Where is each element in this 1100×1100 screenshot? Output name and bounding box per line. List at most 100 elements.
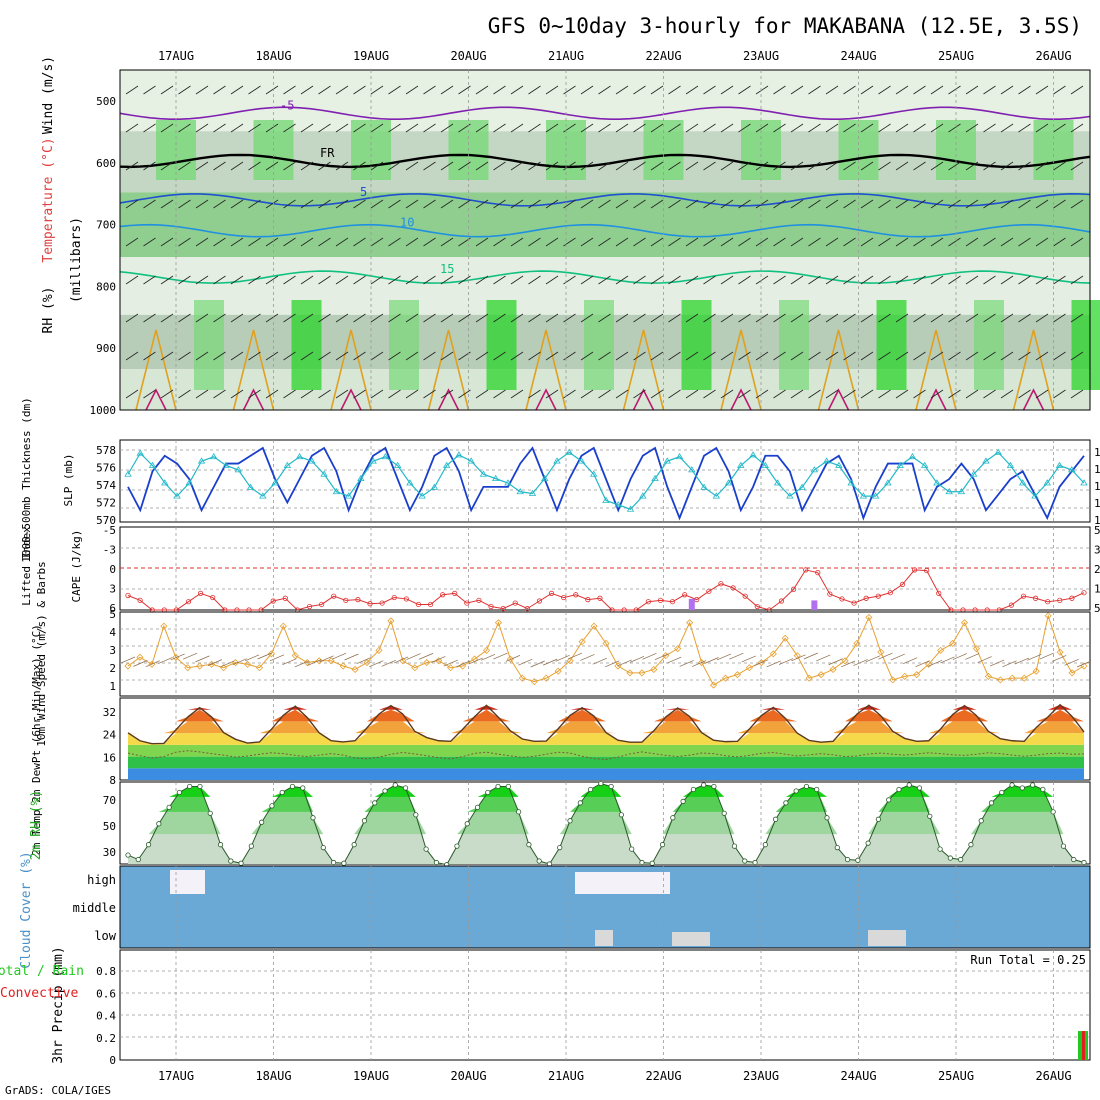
wind-barb <box>283 123 296 133</box>
wind-barb <box>773 123 786 133</box>
lifted-index-point <box>379 600 385 606</box>
wind-barb <box>125 123 139 133</box>
cross-section-frame <box>119 69 1091 411</box>
rh-point <box>156 821 162 827</box>
contour-label: FR <box>320 146 335 160</box>
wind-barb <box>948 85 961 95</box>
dewpoint-series-line <box>127 750 1085 761</box>
wind-barb <box>825 85 839 95</box>
wind-barb <box>318 123 331 133</box>
wind-barb <box>143 199 156 209</box>
wind-barb <box>213 199 226 209</box>
wind-barb <box>913 351 926 361</box>
wind-barb <box>160 275 174 285</box>
wind-barb <box>510 313 524 323</box>
wind-barb <box>860 351 874 361</box>
lifted-index-point <box>887 590 893 596</box>
surface-temp-contour <box>330 329 372 411</box>
surface-wind-barb <box>431 656 446 663</box>
rh-point <box>1071 856 1077 863</box>
wind-barb <box>248 275 261 285</box>
wind-barb <box>965 275 979 285</box>
wind-speed-point <box>650 665 658 674</box>
lifted-index-point <box>270 598 276 604</box>
wind-barb <box>633 85 646 95</box>
wind-barb <box>720 85 734 95</box>
surface-temp-contour <box>427 329 470 411</box>
surface-wind-barb <box>1076 660 1092 668</box>
wind-barb <box>563 351 576 361</box>
wind-barb <box>230 199 244 209</box>
thickness-point <box>369 457 377 464</box>
rh-point <box>608 783 614 790</box>
wind-barb <box>370 275 384 285</box>
rh-point <box>1019 785 1025 791</box>
cape-tick-label: 13 <box>1094 583 1100 596</box>
wind-barb <box>808 313 821 323</box>
top-date-label: 24AUG <box>840 49 876 63</box>
wind-barb <box>545 85 559 95</box>
surface-temp-contour <box>525 329 567 411</box>
wind-barb <box>703 199 716 209</box>
wind-barb <box>1018 275 1031 285</box>
rh-ylabel: 2m RH (%) <box>29 790 44 860</box>
rh-point <box>639 859 645 866</box>
thickness-point <box>185 479 193 486</box>
wind-barb <box>650 237 664 247</box>
wind-barb <box>405 275 419 285</box>
wind-speed-point <box>327 657 335 665</box>
wind-barb <box>580 275 594 285</box>
slp-tick-label: 1010 <box>1094 497 1100 510</box>
wind-barb <box>388 389 401 399</box>
thickness-point <box>651 474 659 482</box>
thickness-point <box>381 452 390 460</box>
thickness-point <box>344 492 353 499</box>
lifted-index-point <box>137 597 143 603</box>
wind-barb <box>283 275 296 285</box>
wind-barb <box>493 313 506 323</box>
cross-section-ylabel-units: (millibars) <box>69 217 84 303</box>
lifted-index-ylabel: Lifted Index <box>20 526 33 606</box>
wind-barb <box>703 237 716 247</box>
wind-barb <box>615 275 629 285</box>
wind-barb <box>720 161 734 171</box>
wind-barb <box>808 275 821 285</box>
wind-barb <box>440 161 454 171</box>
wind-barb <box>930 237 944 247</box>
wind-barb <box>405 389 419 399</box>
wind-barb <box>475 389 489 399</box>
rh-point <box>495 783 501 790</box>
thickness-point <box>639 492 647 499</box>
top-date-label: 20AUG <box>450 49 486 63</box>
wind-barb <box>248 313 261 323</box>
surface-wind-barb <box>518 658 533 666</box>
wind-barb <box>1070 237 1084 247</box>
rh-point <box>844 856 851 863</box>
wind-barb <box>1070 275 1084 285</box>
lifted-index-point <box>1069 595 1075 601</box>
wind-speed-point <box>841 657 849 665</box>
wind-barb <box>633 123 646 133</box>
wind-barb <box>948 351 961 361</box>
rh-point <box>372 800 378 806</box>
wind-barb <box>143 389 156 399</box>
surface-wind-barb <box>443 659 458 667</box>
wind-barb <box>738 199 751 209</box>
wind-barb <box>738 351 751 361</box>
wind-barb <box>440 389 454 399</box>
wind-barb <box>668 199 681 209</box>
wind-barb <box>318 199 331 209</box>
wind-barb <box>580 237 594 247</box>
wind-barb <box>283 161 296 171</box>
top-date-label: 25AUG <box>938 49 974 63</box>
lifted-index-point <box>500 606 506 612</box>
wind-speed-point <box>590 622 598 630</box>
lifted-index-point <box>464 600 470 606</box>
rh-point <box>937 846 943 852</box>
wind-barb <box>388 313 401 323</box>
wind-barb <box>458 313 471 323</box>
surface-wind-barb <box>878 652 893 660</box>
run-total-label: Run Total = 0.25 <box>970 953 1086 967</box>
temperature-band <box>128 733 1084 745</box>
wind-speed-point <box>363 658 371 667</box>
